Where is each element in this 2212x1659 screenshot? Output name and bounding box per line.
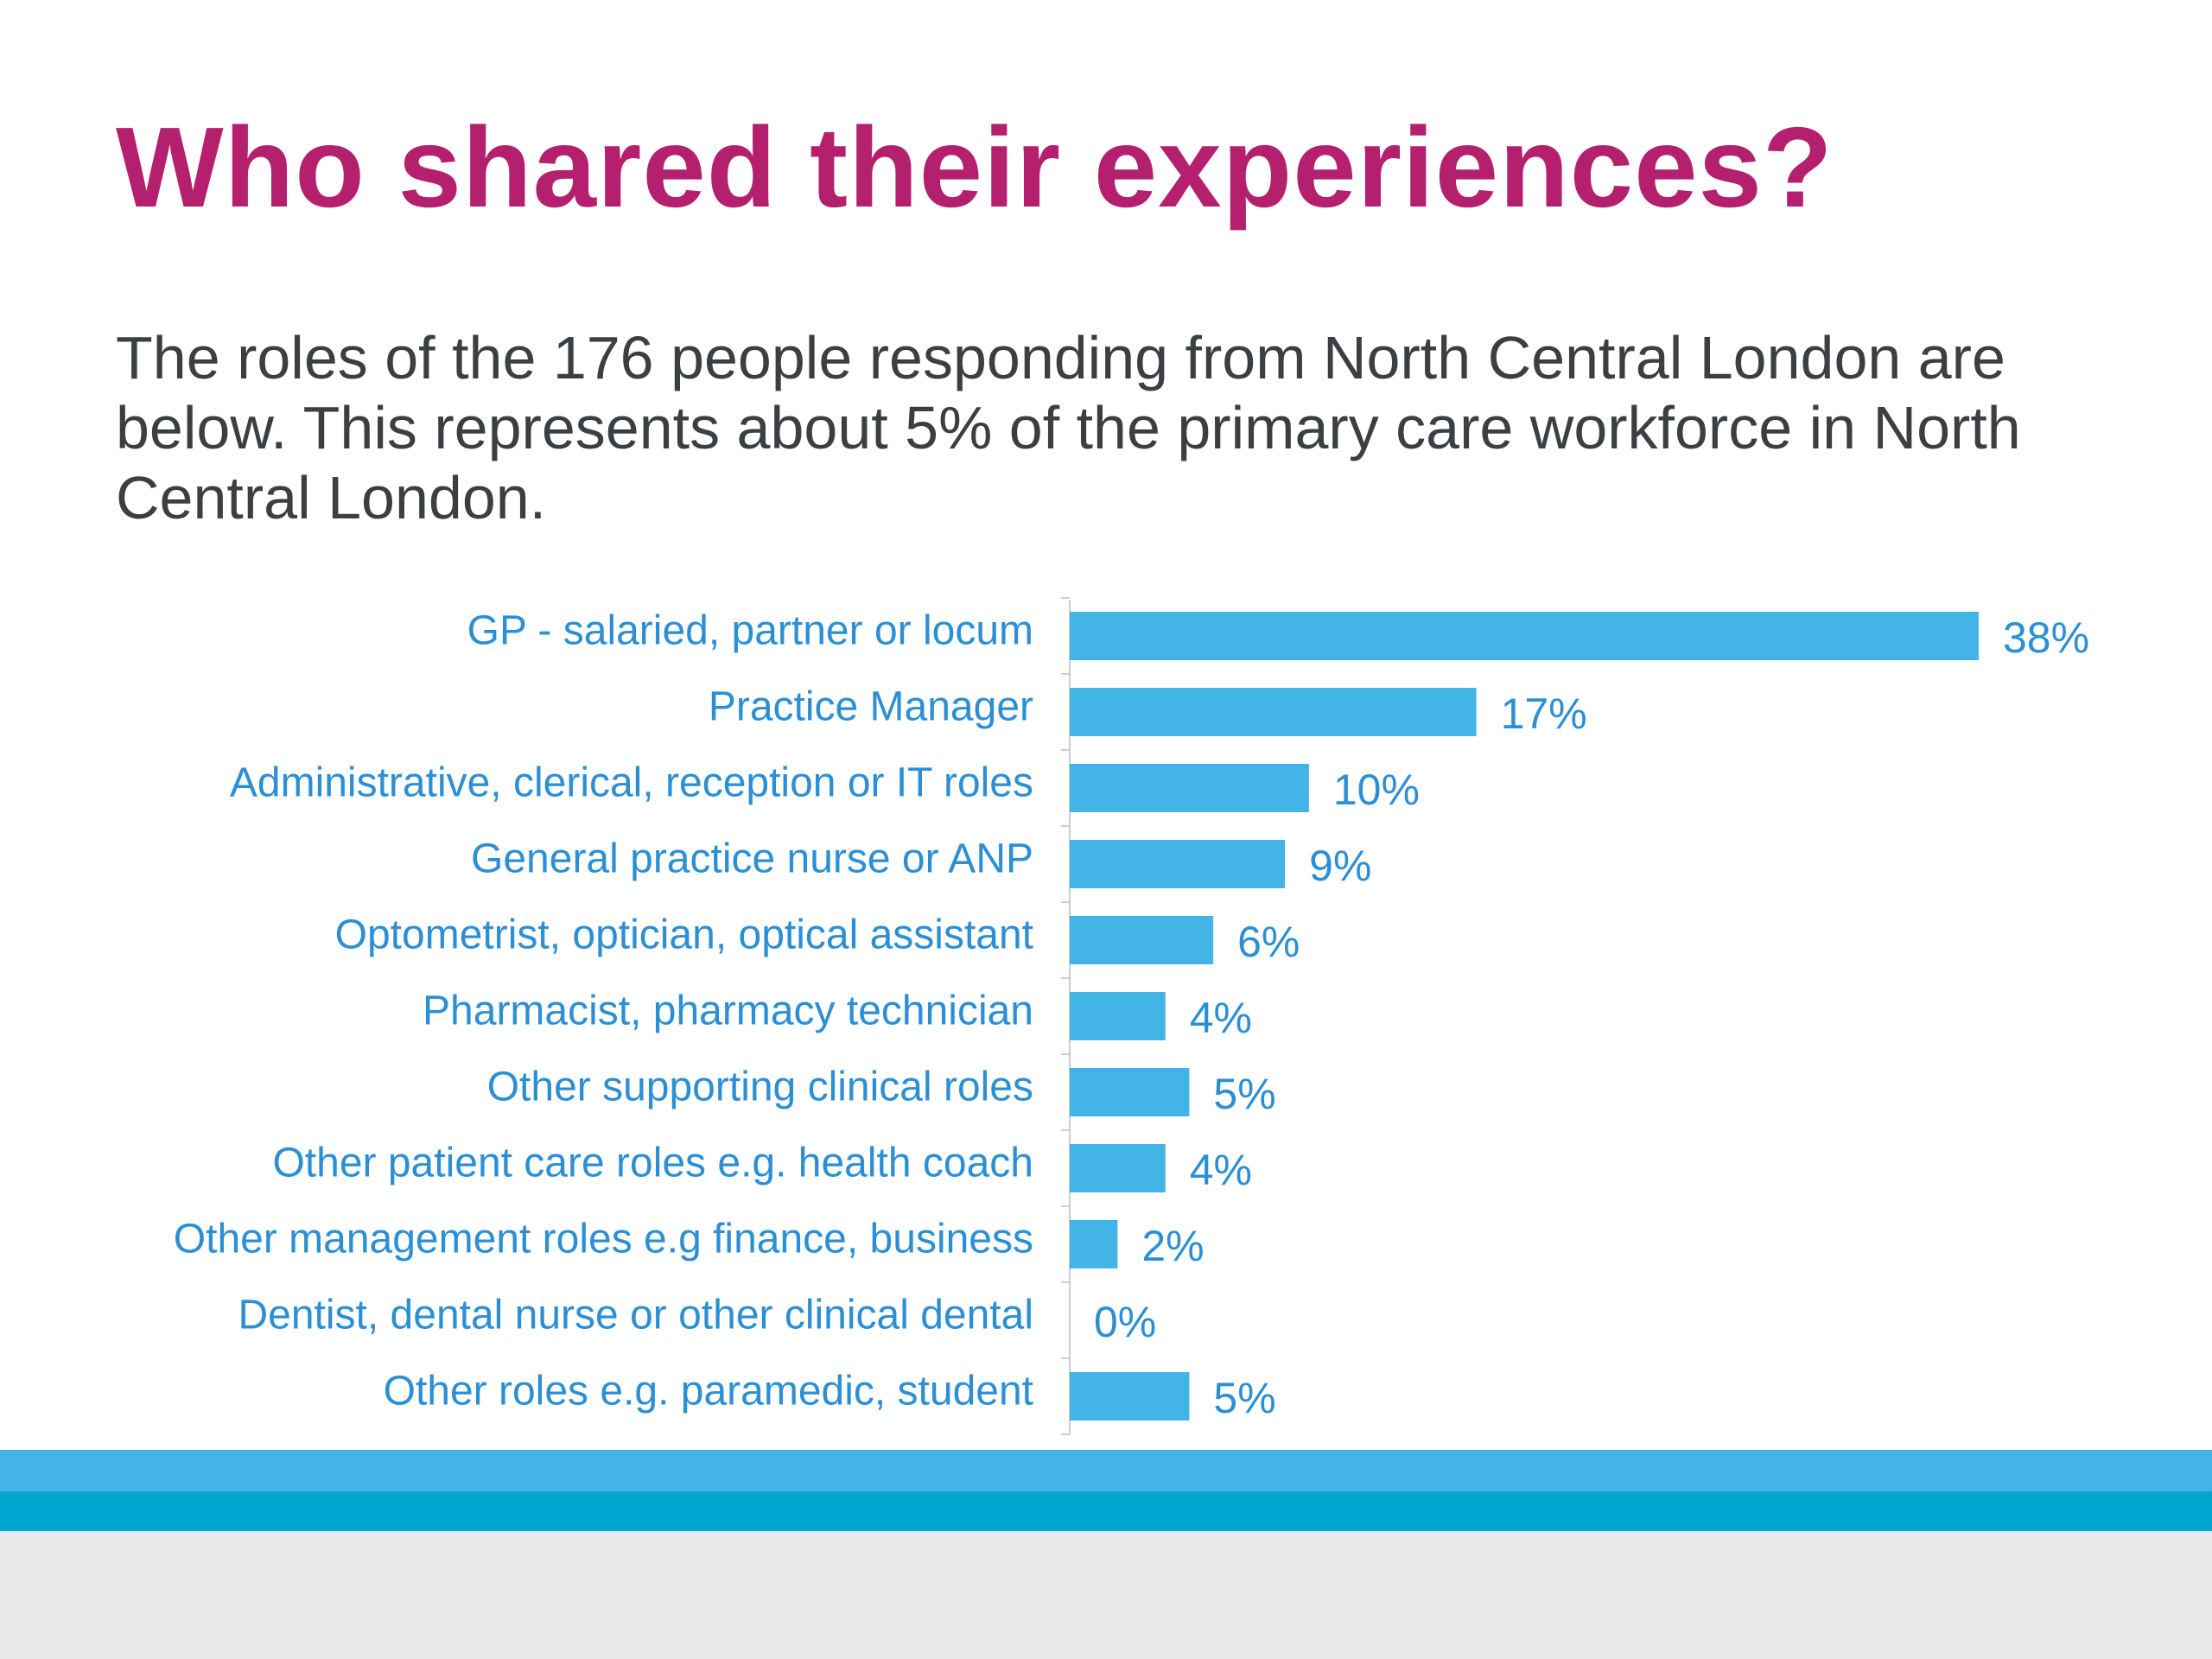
bar	[1070, 1068, 1190, 1116]
category-label: GP - salaried, partner or locum	[467, 608, 1033, 654]
category-label: Other management roles e.g finance, busi…	[174, 1217, 1033, 1262]
roles-bar-chart: GP - salaried, partner or locum Practice …	[174, 597, 2089, 1435]
value-label: 10%	[1333, 766, 1420, 814]
value-label-group: 38% 17% 10% 9%6% 4% 5% 4% 2% 0% 5%	[1094, 613, 2089, 1422]
bar-group	[1070, 612, 1979, 1421]
category-label: Other patient care roles e.g. health coa…	[272, 1141, 1033, 1186]
value-label: 2%	[1141, 1222, 1204, 1270]
page-title: Who shared their experiences?	[116, 104, 1834, 231]
bar	[1070, 992, 1166, 1040]
bar	[1070, 916, 1214, 964]
category-label: Practice Manager	[709, 684, 1033, 730]
value-label: 4%	[1190, 1146, 1252, 1194]
value-label: 9%	[1309, 842, 1371, 890]
value-label: 5%	[1213, 1374, 1275, 1422]
page-subtitle: The roles of the 176 people responding f…	[116, 324, 2021, 531]
category-label: Optometrist, optician, optical assistant	[335, 912, 1033, 958]
value-label: 38%	[2003, 613, 2089, 662]
category-label: Administrative, clerical, reception or I…	[230, 760, 1033, 806]
value-label: 0%	[1094, 1298, 1156, 1346]
category-label: Dentist, dental nurse or other clinical …	[238, 1293, 1033, 1338]
bar	[1070, 1372, 1190, 1421]
bar	[1070, 688, 1477, 736]
footer-stripe-dark	[0, 1491, 2212, 1531]
bar	[1070, 612, 1979, 660]
bar	[1070, 1144, 1166, 1192]
category-label: General practice nurse or ANP	[471, 836, 1033, 882]
value-label: 17%	[1501, 690, 1587, 738]
footer-stripe-light	[0, 1450, 2212, 1491]
bar	[1070, 1220, 1118, 1268]
category-axis-ticks	[1061, 597, 1070, 1435]
footer-band	[0, 1531, 2212, 1659]
bar	[1070, 764, 1309, 812]
value-label: 5%	[1213, 1070, 1275, 1118]
value-label: 6%	[1237, 918, 1300, 966]
category-label: Other supporting clinical roles	[487, 1065, 1033, 1110]
category-label: Other roles e.g. paramedic, student	[384, 1369, 1033, 1414]
category-label: Pharmacist, pharmacy technician	[423, 988, 1033, 1034]
bar	[1070, 840, 1286, 888]
value-label: 4%	[1190, 994, 1252, 1042]
category-label-group: GP - salaried, partner or locum Practice …	[174, 608, 1033, 1414]
